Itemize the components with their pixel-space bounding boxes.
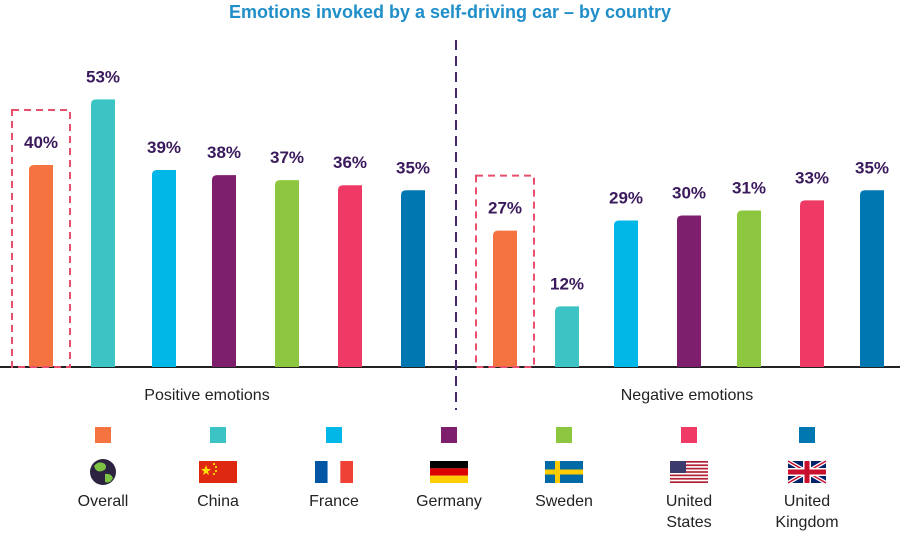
data-label-sweden-positive-emotions: 37% (270, 148, 304, 167)
usa-flag-icon (670, 461, 708, 483)
data-label-united-states-positive-emotions: 36% (333, 153, 367, 172)
bar-united-kingdom-positive-emotions (401, 190, 425, 367)
legend-label-united-kingdom: United Kingdom (775, 493, 838, 531)
legend-label-france: France (309, 493, 359, 510)
bar-overall-negative-emotions (493, 230, 517, 367)
highlight-box-negative-emotions (475, 174, 535, 368)
globe-icon (90, 459, 116, 485)
legend-label-china: China (197, 493, 239, 510)
legend-swatch-united-kingdom (799, 427, 815, 443)
group-label-negative-emotions: Negative emotions (621, 387, 754, 404)
sweden-flag-icon (545, 461, 583, 483)
bar-china-positive-emotions (91, 99, 115, 367)
uk-flag-icon (786, 459, 828, 485)
bar-germany-positive-emotions (212, 175, 236, 367)
data-label-china-negative-emotions: 12% (550, 274, 584, 293)
data-label-germany-positive-emotions: 38% (207, 143, 241, 162)
bar-sweden-positive-emotions (275, 180, 299, 367)
chart-title: Emotions invoked by a self-driving car –… (228, 2, 672, 22)
bar-china-negative-emotions (555, 306, 579, 367)
legend-swatch-united-states (681, 427, 697, 443)
data-label-germany-negative-emotions: 30% (672, 184, 706, 203)
data-label-sweden-negative-emotions: 31% (732, 178, 766, 197)
germany-flag-icon (430, 461, 468, 483)
legend-swatch-germany (441, 427, 457, 443)
legend-label-overall: Overall (78, 493, 129, 510)
bar-united-states-negative-emotions (800, 200, 824, 367)
data-label-china-positive-emotions: 53% (86, 67, 120, 86)
bar-overall-positive-emotions (29, 165, 53, 367)
data-label-united-kingdom-negative-emotions: 35% (855, 158, 889, 177)
data-label-united-states-negative-emotions: 33% (795, 168, 829, 187)
china-flag-icon (199, 461, 237, 483)
france-flag-icon (315, 461, 353, 483)
data-label-overall-positive-emotions: 40% (24, 133, 58, 152)
data-label-overall-negative-emotions: 27% (488, 199, 522, 218)
bar-germany-negative-emotions (677, 215, 701, 367)
legend-swatch-china (210, 427, 226, 443)
data-label-france-positive-emotions: 39% (147, 138, 181, 157)
legend-label-sweden: Sweden (535, 493, 593, 510)
data-label-france-negative-emotions: 29% (609, 189, 643, 208)
legend-swatch-overall (95, 427, 111, 443)
legend-label-germany: Germany (416, 493, 482, 510)
bar-sweden-negative-emotions (737, 210, 761, 367)
group-label-positive-emotions: Positive emotions (144, 387, 269, 404)
highlight-box-positive-emotions (11, 109, 71, 368)
bar-france-negative-emotions (614, 220, 638, 367)
bar-france-positive-emotions (152, 170, 176, 367)
data-label-united-kingdom-positive-emotions: 35% (396, 158, 430, 177)
bar-united-kingdom-negative-emotions (860, 190, 884, 367)
legend-swatch-sweden (556, 427, 572, 443)
bar-united-states-positive-emotions (338, 185, 362, 367)
legend-label-united-states: United States (666, 493, 712, 531)
legend-swatch-france (326, 427, 342, 443)
